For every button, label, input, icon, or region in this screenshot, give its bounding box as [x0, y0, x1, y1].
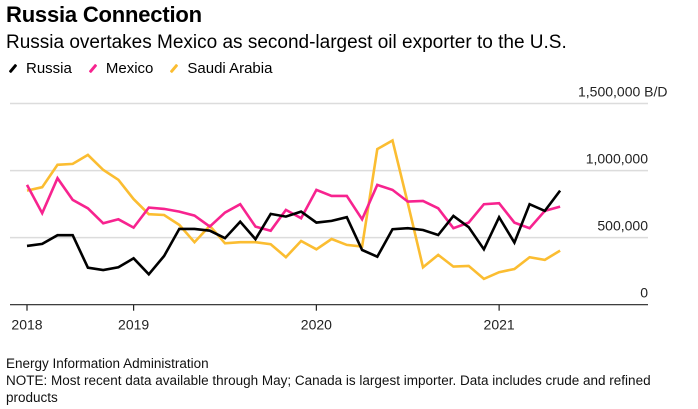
chart-title: Russia Connection — [6, 2, 202, 27]
legend-item-russia: Russia — [6, 60, 72, 77]
footer: Energy Information Administration NOTE: … — [6, 355, 686, 406]
chart-subtitle: Russia overtakes Mexico as second-larges… — [6, 32, 567, 53]
x-tick-label: 2018 — [11, 317, 42, 333]
x-axis: 2018 2019 2020 2021 — [10, 304, 648, 333]
y-axis-labels: 0 500,000 1,000,000 1,500,000 B/D — [578, 84, 668, 301]
gridlines — [10, 102, 648, 239]
series-line-mexico — [25, 175, 561, 233]
x-tick-label: 2021 — [484, 317, 515, 333]
note-text: NOTE: Most recent data available through… — [6, 373, 651, 405]
y-tick-label: 0 — [640, 285, 648, 301]
legend-item-mexico: Mexico — [86, 60, 154, 77]
legend-label-saudi-arabia: Saudi Arabia — [187, 60, 273, 77]
x-tick-label: 2019 — [118, 317, 149, 333]
x-tick-label: 2020 — [301, 317, 332, 333]
series-lines — [25, 138, 562, 281]
y-tick-label: 1,500,000 B/D — [578, 84, 668, 100]
y-tick-label: 1,000,000 — [586, 151, 648, 167]
series-line-saudi-arabia — [26, 138, 561, 281]
y-tick-label: 500,000 — [597, 218, 648, 234]
legend-label-mexico: Mexico — [105, 60, 154, 77]
legend-item-saudi-arabia: Saudi Arabia — [167, 60, 272, 77]
source-text: Energy Information Administration — [6, 356, 209, 371]
legend-label-russia: Russia — [26, 60, 72, 77]
legend: Russia Mexico Saudi Arabia — [6, 60, 286, 77]
series-line-russia — [26, 189, 562, 277]
